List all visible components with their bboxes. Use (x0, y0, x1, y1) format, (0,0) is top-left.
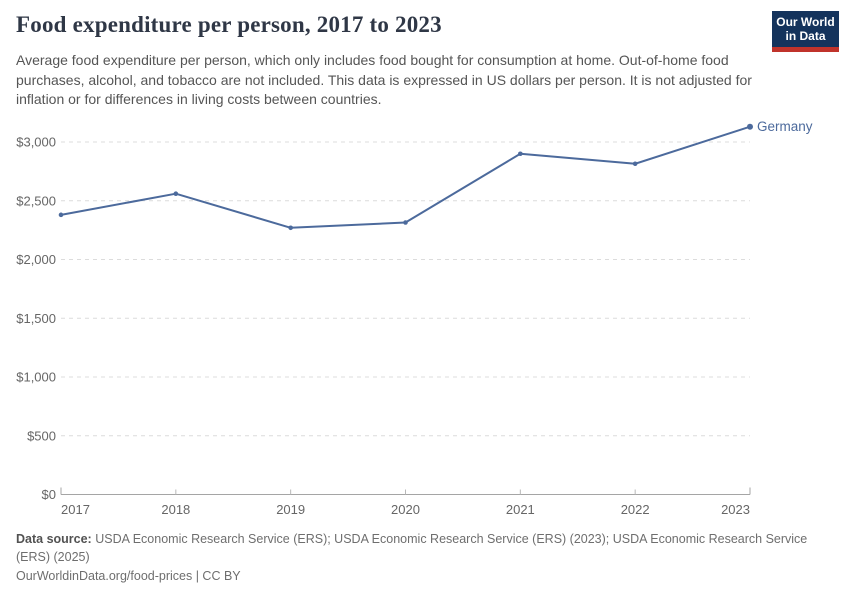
data-source-text: USDA Economic Research Service (ERS); US… (16, 532, 808, 564)
y-tick-label: $2,500 (16, 193, 56, 208)
x-tick-label: 2018 (161, 502, 190, 517)
data-source-label: Data source: (16, 532, 92, 546)
data-point-2023[interactable] (747, 123, 753, 130)
data-source-line: Data source: USDA Economic Research Serv… (16, 531, 831, 566)
y-tick-label: $1,500 (16, 311, 56, 326)
y-tick-label: $2,000 (16, 252, 56, 267)
data-point-2017[interactable] (58, 212, 64, 218)
owid-logo-line2: in Data (785, 29, 826, 43)
x-tick-label: 2023 (721, 502, 750, 517)
owid-logo: Our World in Data (772, 11, 839, 52)
data-point-2019[interactable] (288, 225, 293, 231)
series-end-label[interactable]: Germany (757, 119, 813, 134)
x-tick-label: 2021 (506, 502, 535, 517)
x-tick-label: 2019 (276, 502, 305, 517)
x-tick-label: 2022 (621, 502, 650, 517)
owid-logo-line1: Our World (776, 15, 835, 29)
y-tick-label: $1,000 (16, 370, 56, 385)
chart-subtitle: Average food expenditure per person, whi… (16, 52, 752, 108)
y-tick-label: $500 (27, 428, 56, 443)
footer-citation-link[interactable]: OurWorldinData.org/food-prices | CC BY (16, 569, 241, 583)
y-tick-label: $0 (42, 487, 56, 502)
y-tick-label: $3,000 (16, 135, 56, 150)
page-title: Food expenditure per person, 2017 to 202… (16, 12, 442, 37)
data-point-2022[interactable] (632, 161, 638, 167)
data-point-2020[interactable] (403, 220, 408, 225)
x-tick-label: 2020 (391, 502, 420, 517)
data-point-2018[interactable] (173, 191, 179, 196)
data-point-2021[interactable] (518, 151, 523, 157)
x-tick-label: 2017 (61, 502, 90, 517)
